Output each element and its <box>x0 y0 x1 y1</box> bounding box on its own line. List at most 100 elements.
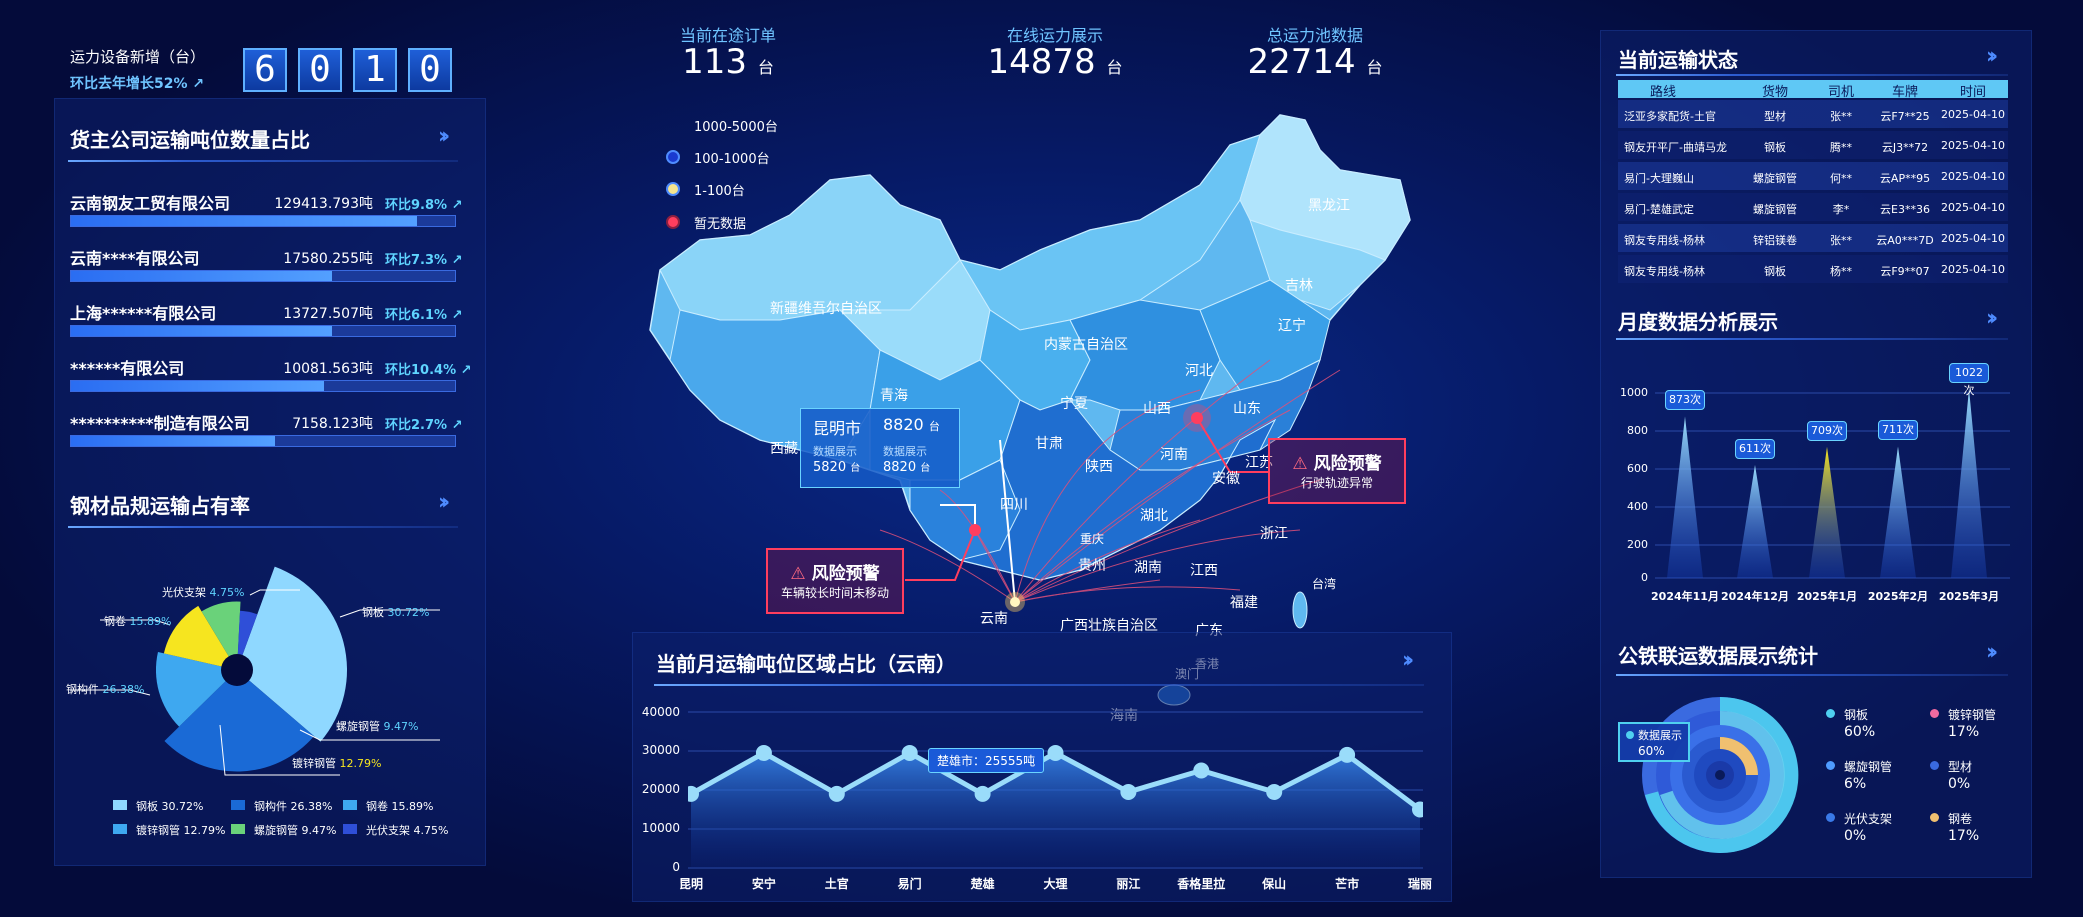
x-tick-label: 丽江 <box>1116 877 1141 891</box>
map-label: 贵州 <box>1078 558 1106 574</box>
company-growth: 环比10.4% ↗ <box>385 363 472 378</box>
table-cell: 杨** <box>1830 265 1852 278</box>
x-tick-label: 芒市 <box>1335 877 1360 891</box>
flow-line <box>1014 519 1201 603</box>
chevron-right-icon[interactable]: ›› <box>1402 648 1414 673</box>
company-progress-bar <box>70 215 456 227</box>
title-underline <box>654 684 1424 686</box>
table-cell: 泛亚多家配货-土官 <box>1624 110 1716 123</box>
map-label: 宁夏 <box>1060 396 1088 412</box>
data-point[interactable] <box>1120 783 1137 800</box>
legend-name: 型材 <box>1948 760 1973 774</box>
company-growth: 环比6.1% ↗ <box>385 308 463 323</box>
cone-bar[interactable] <box>1809 446 1845 578</box>
table-row[interactable] <box>1618 224 2008 252</box>
map-label: 广西壮族自治区 <box>1060 618 1158 634</box>
hub-point <box>1010 597 1020 607</box>
table-cell: 2025-04-10 <box>1941 170 2005 183</box>
y-tick-label: 600 <box>1627 462 1648 475</box>
flow-line <box>879 529 1016 603</box>
table-cell: 钢友专用线-杨林 <box>1624 234 1705 247</box>
table-row[interactable] <box>1618 193 2008 221</box>
alert-connector <box>1196 417 1270 473</box>
legend-dot <box>1930 761 1939 770</box>
cone-bar[interactable] <box>1880 446 1916 578</box>
chevron-right-icon[interactable]: ›› <box>1986 640 1998 665</box>
data-point[interactable] <box>1339 746 1356 763</box>
x-tick-label: 2024年11月 <box>1651 590 1719 603</box>
legend-swatch <box>343 824 357 834</box>
title-underline <box>68 526 458 528</box>
company-value: 7158.123吨 <box>292 416 373 432</box>
data-point[interactable] <box>974 785 991 802</box>
legend-name: 镀锌钢管 <box>1948 708 1997 722</box>
data-point[interactable] <box>688 785 699 802</box>
data-point[interactable] <box>755 744 772 761</box>
callout-line <box>70 689 151 696</box>
company-progress-bar <box>70 435 456 447</box>
cone-bar[interactable] <box>1667 416 1703 578</box>
risk-alert-desc: 车辆较长时间未移动 <box>780 586 889 600</box>
table-row[interactable] <box>1618 131 2008 159</box>
table-cell: 张** <box>1830 234 1852 247</box>
progress-fill <box>71 326 333 336</box>
legend-pct: 0% <box>1844 828 1867 844</box>
stat-value-capacity: 14878 台 <box>987 42 1123 82</box>
map-legend-label: 暂无数据 <box>694 217 747 232</box>
table-cell: 云A0***7D <box>1876 234 1934 247</box>
progress-fill <box>71 271 333 281</box>
pie-callout: 钢卷 15.89% <box>104 615 172 628</box>
cone-bar[interactable] <box>1737 464 1773 578</box>
info-sub-value: 8820 台 <box>883 460 931 475</box>
badge-dot <box>1626 731 1634 739</box>
company-name: ******有限公司 <box>70 359 185 378</box>
data-point[interactable] <box>828 785 845 802</box>
counter-digit: 0 <box>408 48 452 92</box>
data-point[interactable] <box>1412 801 1423 818</box>
data-point[interactable] <box>1047 744 1064 761</box>
company-name: 云南钢友工贸有限公司 <box>70 194 231 213</box>
chevron-right-icon[interactable]: ›› <box>1986 44 1998 69</box>
badge-pct: 60% <box>1638 744 1665 758</box>
data-point[interactable] <box>901 744 918 761</box>
data-point[interactable] <box>1266 783 1283 800</box>
title-underline <box>1616 674 2008 676</box>
risk-alert-box[interactable]: ⚠ 风险预警 行驶轨迹异常 <box>1268 438 1406 504</box>
table-row[interactable] <box>1618 162 2008 190</box>
table-cell: 张** <box>1830 110 1852 123</box>
counter-digit: 0 <box>298 48 342 92</box>
title-underline <box>1616 338 2008 340</box>
x-tick-label: 2025年1月 <box>1796 590 1858 603</box>
table-cell: 钢板 <box>1764 141 1786 154</box>
legend-label: 钢板 30.72% <box>136 800 204 813</box>
table-cell: 李* <box>1832 203 1850 216</box>
data-point[interactable] <box>1193 762 1210 779</box>
legend-label: 螺旋钢管 9.47% <box>254 824 337 837</box>
chevron-right-icon[interactable]: ›› <box>1986 306 1998 331</box>
rail-road-radial-chart <box>1642 696 1799 853</box>
map-label: 浙江 <box>1260 526 1288 542</box>
table-cell: 云J3**72 <box>1881 141 1929 154</box>
table-cell: 型材 <box>1764 110 1786 123</box>
table-row[interactable] <box>1618 100 2008 128</box>
chevron-right-icon[interactable]: ›› <box>438 490 450 515</box>
flow-line <box>1014 409 1291 603</box>
table-row[interactable] <box>1618 255 2008 283</box>
steel-panel-title: 钢材品规运输占有率 <box>70 494 250 518</box>
chevron-right-icon[interactable]: ›› <box>438 124 450 149</box>
table-cell: 腾** <box>1830 141 1852 154</box>
cone-bar[interactable] <box>1951 388 1987 578</box>
cone-value-label: 611次 <box>1735 438 1775 459</box>
legend-pct: 17% <box>1948 724 1980 740</box>
y-tick-label: 40000 <box>641 705 680 719</box>
y-tick-label: 200 <box>1627 538 1648 551</box>
risk-alert-box[interactable]: ⚠ 风险预警 车辆较长时间未移动 <box>766 548 904 614</box>
pie-callout: 光伏支架 4.75% <box>162 586 245 599</box>
table-header-cell: 时间 <box>1959 85 1986 100</box>
x-tick-label: 2025年3月 <box>1938 590 2000 603</box>
legend-pct: 60% <box>1844 724 1876 740</box>
map-info-box[interactable]: 昆明市 8820 台 数据展示 5820 台 数据展示 8820 台 <box>800 408 960 488</box>
flow-line <box>1014 479 1321 603</box>
legend-swatch <box>343 800 357 810</box>
legend-pct: 0% <box>1948 776 1971 792</box>
